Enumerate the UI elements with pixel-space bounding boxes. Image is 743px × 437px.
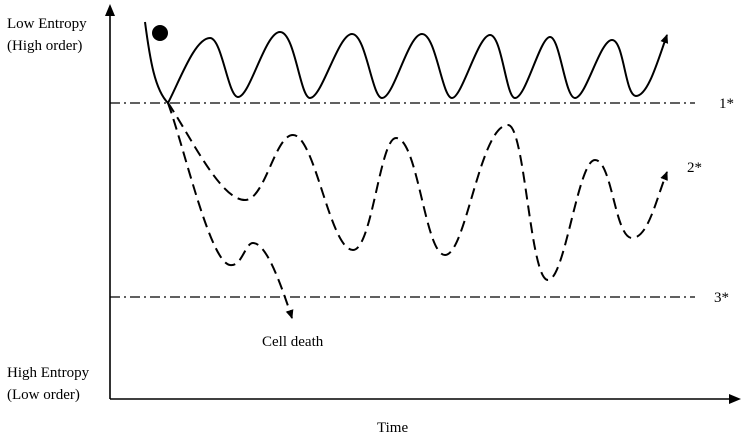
label-level-3: 3* xyxy=(714,290,729,306)
label-low-order: (Low order) xyxy=(7,387,80,403)
label-level-2: 2* xyxy=(687,160,702,176)
cell-death-curve xyxy=(167,102,294,319)
x-axis-arrow xyxy=(729,394,741,404)
start-dot xyxy=(152,25,168,41)
dashed-oscillation-curve xyxy=(167,102,668,282)
solid-oscillation-curve xyxy=(144,21,669,105)
x-axis-label: Time xyxy=(377,420,408,436)
label-low-entropy: Low Entropy xyxy=(7,16,87,32)
label-level-1: 1* xyxy=(719,96,734,112)
y-axis-arrow xyxy=(105,4,115,16)
label-high-order: (High order) xyxy=(7,38,82,54)
label-high-entropy: High Entropy xyxy=(7,365,90,381)
label-cell-death: Cell death xyxy=(262,334,324,350)
